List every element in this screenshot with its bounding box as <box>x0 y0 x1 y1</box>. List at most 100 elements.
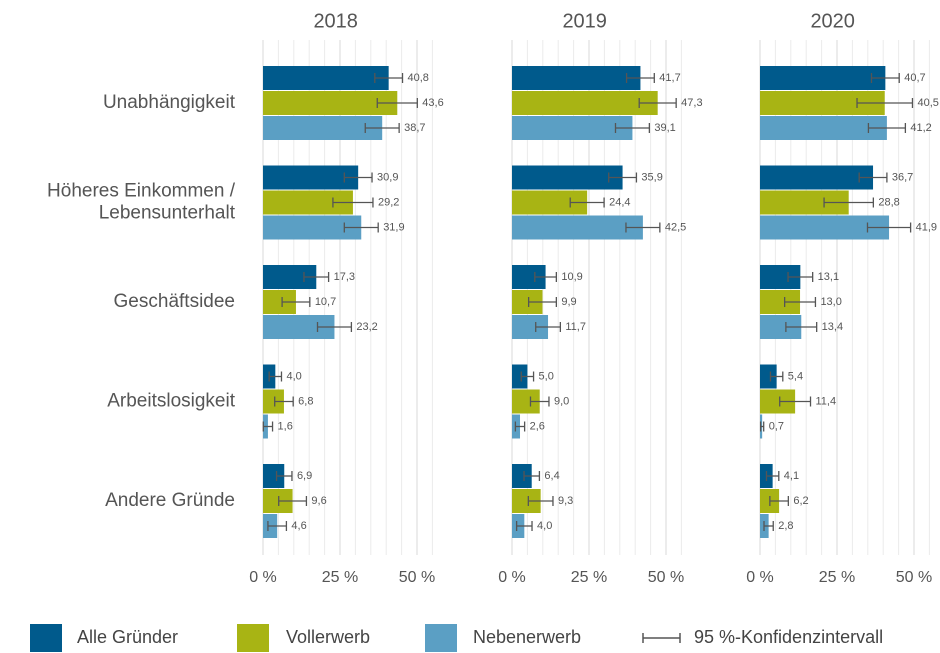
x-tick-label: 25 % <box>571 569 607 586</box>
error-bar <box>267 521 288 531</box>
value-label: 4,0 <box>537 520 552 532</box>
value-label: 13,0 <box>820 296 841 308</box>
error-bar <box>823 197 874 208</box>
category-label: Unabhängigkeit <box>103 92 236 113</box>
legend-label: Nebenerwerb <box>473 627 581 647</box>
error-bar <box>262 421 274 432</box>
category-label: Arbeitslosigkeit <box>107 391 235 412</box>
bar <box>263 91 398 115</box>
bar <box>512 165 623 190</box>
category-label: Andere Gründe <box>105 490 235 511</box>
value-label: 0,7 <box>769 420 784 432</box>
error-bar <box>763 521 774 531</box>
value-label: 2,6 <box>530 420 545 432</box>
bar <box>760 364 777 389</box>
bar <box>263 165 359 190</box>
value-label: 31,9 <box>383 221 404 233</box>
error-bar <box>534 272 558 282</box>
error-bar <box>866 222 912 233</box>
value-label: 40,8 <box>408 72 429 84</box>
error-bar <box>527 496 554 506</box>
value-label: 6,2 <box>793 495 808 507</box>
error-bar <box>515 521 533 531</box>
value-label: 41,2 <box>910 122 931 134</box>
x-tick-label: 0 % <box>746 569 774 586</box>
panel-title: 2020 <box>810 10 855 32</box>
error-bar <box>783 297 817 307</box>
value-label: 23,2 <box>356 321 377 333</box>
value-label: 5,4 <box>788 370 803 382</box>
value-label: 10,7 <box>315 296 336 308</box>
bar <box>512 116 633 140</box>
bar <box>512 66 641 90</box>
error-bar <box>281 297 311 307</box>
error-bar <box>867 123 907 133</box>
error-bar <box>376 98 418 108</box>
value-label: 11,4 <box>816 395 837 407</box>
bar <box>263 66 389 90</box>
error-bar <box>529 396 550 407</box>
error-bar <box>527 297 558 307</box>
value-label: 11,7 <box>565 321 586 333</box>
x-tick-label: 0 % <box>249 569 277 586</box>
legend-swatch <box>30 624 62 652</box>
x-tick-label: 50 % <box>399 569 435 586</box>
value-label: 4,1 <box>784 470 799 482</box>
category-label: Geschäftsidee <box>114 291 235 312</box>
error-bar <box>785 322 818 332</box>
error-bar <box>523 471 541 481</box>
panel-title: 2018 <box>313 10 358 32</box>
bar <box>512 364 528 389</box>
x-tick-label: 25 % <box>819 569 855 586</box>
value-label: 41,9 <box>916 221 937 233</box>
error-bar <box>343 172 373 183</box>
value-label: 41,7 <box>659 72 680 84</box>
bar <box>263 389 284 414</box>
error-bar <box>316 322 353 332</box>
value-label: 38,7 <box>404 122 425 134</box>
error-bar <box>278 496 308 506</box>
value-label: 28,8 <box>878 196 899 208</box>
value-label: 9,3 <box>558 495 573 507</box>
error-bar <box>303 272 330 282</box>
bar <box>512 91 658 115</box>
error-bar <box>332 197 374 208</box>
bar <box>760 66 886 90</box>
bar <box>760 165 874 190</box>
legend-swatch <box>237 624 269 652</box>
error-bar <box>520 371 535 382</box>
value-label: 5,0 <box>539 370 554 382</box>
error-bar <box>787 272 814 282</box>
value-label: 6,9 <box>297 470 312 482</box>
value-label: 4,0 <box>286 370 301 382</box>
error-bar <box>608 172 638 183</box>
value-label: 9,6 <box>311 495 326 507</box>
error-bar <box>779 396 812 407</box>
error-bar <box>535 322 562 332</box>
legend-ci-symbol <box>642 633 681 643</box>
bar <box>512 464 532 488</box>
bar <box>760 116 887 140</box>
legend-ci-label: 95 %-Konfidenzintervall <box>694 627 883 647</box>
error-bar <box>769 371 784 382</box>
value-label: 42,5 <box>665 221 686 233</box>
x-tick-label: 25 % <box>322 569 358 586</box>
value-label: 9,0 <box>554 395 569 407</box>
legend-swatch <box>425 624 457 652</box>
value-label: 30,9 <box>377 171 398 183</box>
value-label: 1,6 <box>278 420 293 432</box>
value-label: 40,5 <box>917 97 938 109</box>
value-label: 35,9 <box>641 171 662 183</box>
error-bar <box>374 73 404 83</box>
x-tick-label: 50 % <box>896 569 932 586</box>
value-label: 29,2 <box>378 196 399 208</box>
error-bar <box>856 98 914 108</box>
category-label: Höheres Einkommen / Lebensunterhalt <box>47 181 236 224</box>
value-label: 10,9 <box>561 271 582 283</box>
error-bar <box>614 123 651 133</box>
error-bar <box>569 197 605 208</box>
error-bar <box>769 496 789 506</box>
error-bar <box>625 222 661 233</box>
error-bar <box>870 73 900 83</box>
bar <box>512 215 643 240</box>
